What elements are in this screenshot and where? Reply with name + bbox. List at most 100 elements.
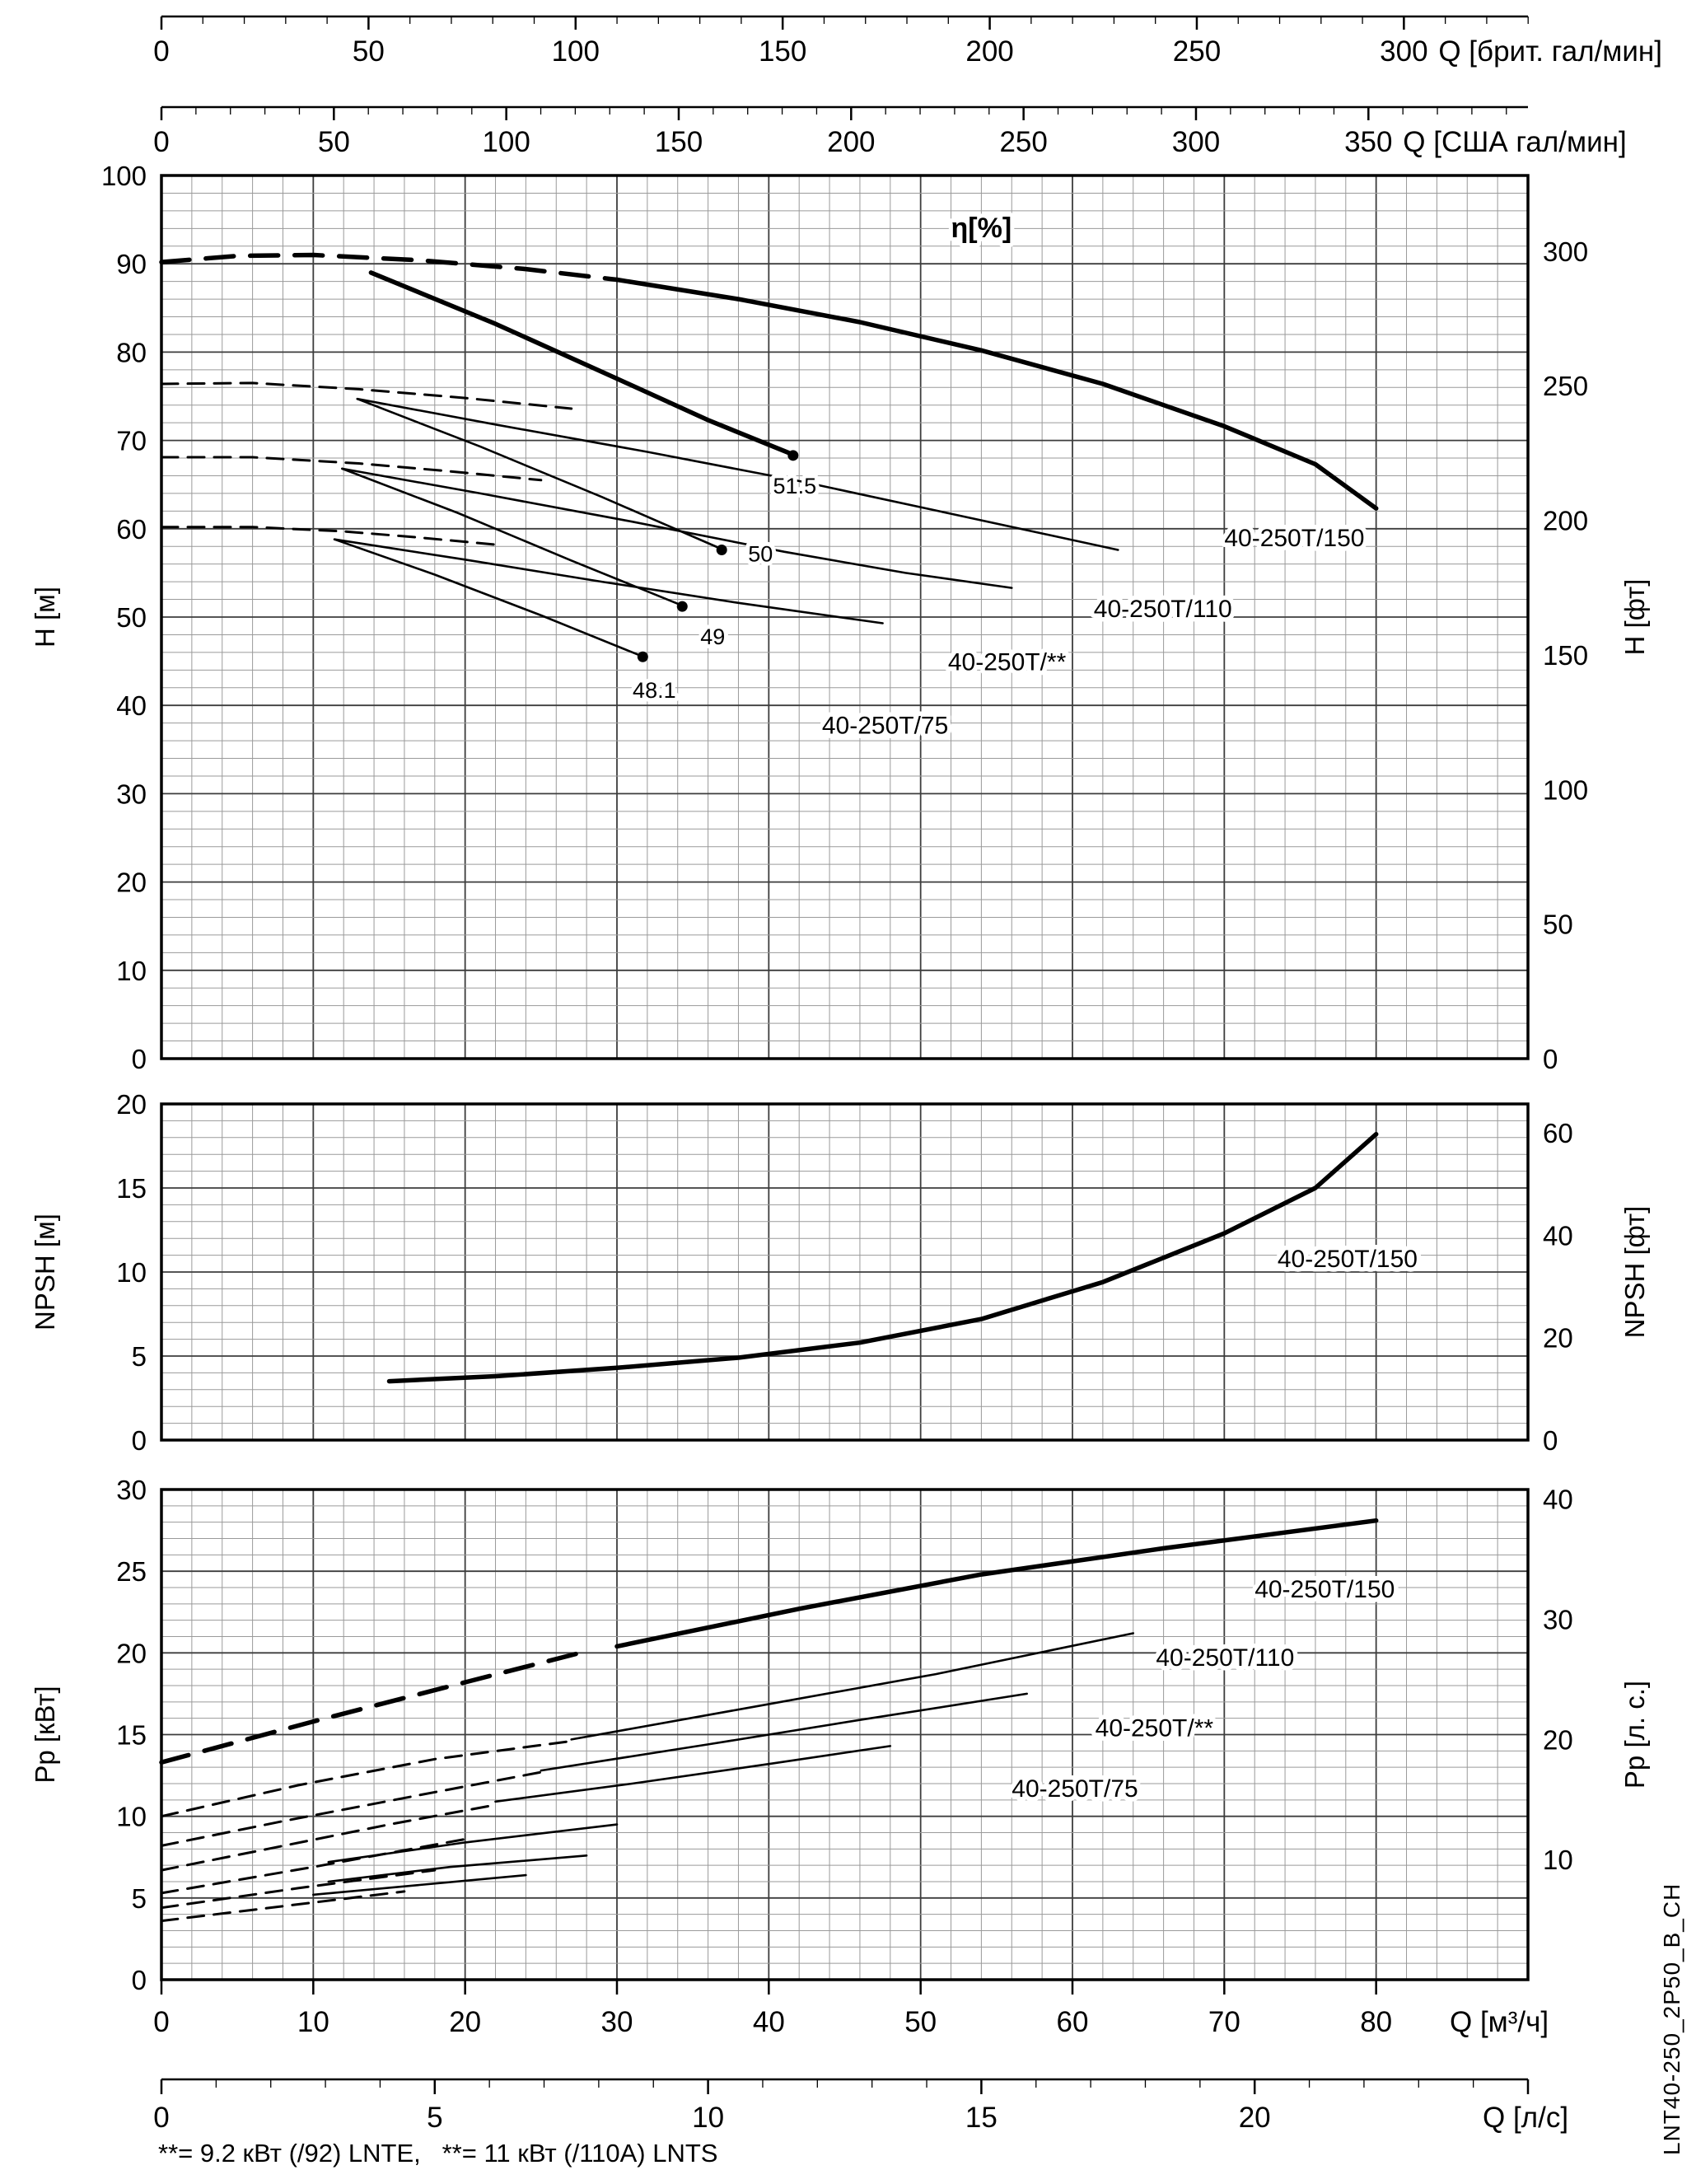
efficiency-value: 48.1 <box>633 678 676 703</box>
x-tick-label-ls: 15 <box>965 2102 998 2134</box>
left-tick-label: 20 <box>116 868 147 898</box>
curve-p75-solid <box>494 1745 892 1803</box>
curve-110-shutoff <box>160 381 573 410</box>
plot-border <box>160 1488 1530 1981</box>
ruler-title: Q [брит. гал/мин] <box>1438 35 1662 68</box>
x-tick-label-m3h: 40 <box>753 2006 785 2038</box>
curve-75-shutoff <box>160 526 497 546</box>
right-tick-label: 20 <box>1543 1724 1573 1755</box>
plot-border <box>160 174 1530 1060</box>
right-tick-label: 0 <box>1543 1044 1558 1074</box>
right-tick-label: 200 <box>1543 506 1588 536</box>
left-tick-label: 30 <box>116 1475 147 1505</box>
curve-label: 40-250T/** <box>948 648 1067 676</box>
x-tick-label-m3h: 80 <box>1360 2006 1392 2038</box>
curve-label: 40-250T/150 <box>1278 1246 1418 1273</box>
x-tick-label-ls: 20 <box>1239 2102 1271 2134</box>
ruler-tick-label: 50 <box>353 35 385 68</box>
left-tick-label: 90 <box>116 249 147 279</box>
left-tick-label: 5 <box>132 1341 147 1372</box>
curve-110-curve <box>356 397 1119 551</box>
curve-star-shutoff <box>160 456 543 482</box>
curve-npsh-150 <box>386 1131 1379 1384</box>
x-tick-label-m3h: 60 <box>1057 2006 1089 2038</box>
curve-pstar-dashed <box>160 1770 543 1847</box>
curve-star-curve <box>341 467 1013 589</box>
bottom-axes: 0 10 20 30 40 50 60 70 80 Q [м³/ч] 0 5 10 15 20 Q [л/с] <box>153 1980 1568 2134</box>
x-tick-label-m3h: 70 <box>1208 2006 1240 2038</box>
right-tick-label: 300 <box>1543 236 1588 267</box>
ruler-tick-label: 200 <box>965 35 1013 68</box>
x-tick-label-m3h: 30 <box>601 2006 633 2038</box>
curve-label: 40-250T/75 <box>822 713 948 740</box>
annotation-eta: η[%] <box>951 213 1012 244</box>
efficiency-value: 50 <box>748 542 773 567</box>
right-tick-label: 150 <box>1543 640 1588 671</box>
curve-150-curve <box>614 277 1379 511</box>
right-tick-label: 100 <box>1543 774 1588 805</box>
curve-star-inner <box>341 467 684 607</box>
x-tick-label-m3h: 0 <box>153 2006 169 2038</box>
ruler-tick-label: 250 <box>1173 35 1221 68</box>
left-tick-label: 10 <box>116 1802 147 1832</box>
efficiency-value: 49 <box>700 624 725 649</box>
curve-p75-dashed <box>160 1803 497 1872</box>
right-tick-label: 40 <box>1543 1220 1573 1251</box>
curve-75-inner <box>333 538 642 657</box>
left-tick-label: 20 <box>116 1638 147 1668</box>
left-tick-label: 15 <box>116 1720 147 1751</box>
efficiency-dot <box>676 601 688 612</box>
left-tick-label: 100 <box>101 161 147 191</box>
x-tick-label-ls: 0 <box>153 2102 169 2134</box>
ruler-tick-label: 150 <box>655 126 703 158</box>
chart-head: 0 10 20 30 40 50 60 70 80 90 100 0 50 100 150 200 250 300… <box>30 161 1650 1074</box>
right-tick-label: 10 <box>1543 1845 1573 1875</box>
y-axis-title-left: NPSH [м] <box>30 1214 60 1331</box>
y-axis-title-left: Pp [кВт] <box>30 1686 60 1783</box>
curve-trim3-solid <box>312 1873 527 1896</box>
curve-trim2-solid <box>327 1854 588 1883</box>
x-tick-label-m3h: 10 <box>297 2006 329 2038</box>
document-code: LNT40-250_2P50_B_CH <box>1659 1882 1684 2155</box>
ruler-tick-label: 300 <box>1172 126 1220 158</box>
curve-bep-trajectory <box>368 270 792 456</box>
x-axis-title-ls: Q [л/с] <box>1483 2102 1568 2134</box>
ruler-tick-label: 150 <box>759 35 806 68</box>
ruler-tick-label: 200 <box>827 126 875 158</box>
left-tick-label: 80 <box>116 337 147 367</box>
ruler-title: Q [США гал/мин] <box>1403 126 1626 158</box>
right-tick-label: 250 <box>1543 371 1588 401</box>
left-tick-label: 0 <box>132 1044 147 1074</box>
curve-label: 40-250T/150 <box>1254 1576 1395 1603</box>
left-tick-label: 5 <box>132 1883 147 1914</box>
plot-border <box>160 1102 1530 1442</box>
y-axis-title-left: H [м] <box>30 587 60 648</box>
curve-p110-solid <box>570 1632 1134 1741</box>
y-axis-title-right: Pp [л. с.] <box>1619 1681 1650 1789</box>
footnote: **= 9.2 кВт (/92) LNTE, **= 11 кВт (/110… <box>158 2139 718 2168</box>
curve-trim3-dashed <box>160 1890 406 1923</box>
left-tick-label: 0 <box>132 1425 147 1456</box>
ruler-tick-label: 300 <box>1380 35 1427 68</box>
curve-110-inner <box>356 397 723 550</box>
curve-label: 40-250T/75 <box>1012 1775 1138 1803</box>
ruler-tick-label: 350 <box>1344 126 1392 158</box>
x-tick-label-ls: 10 <box>692 2102 724 2134</box>
ruler-tick-label: 0 <box>153 126 169 158</box>
right-tick-label: 20 <box>1543 1323 1573 1354</box>
left-tick-label: 25 <box>116 1556 147 1587</box>
y-axis-title-right: H [фт] <box>1619 579 1650 656</box>
left-tick-label: 30 <box>116 779 147 809</box>
left-tick-label: 0 <box>132 1965 147 1995</box>
curve-label: 40-250T/** <box>1096 1714 1214 1742</box>
right-tick-label: 40 <box>1543 1485 1573 1515</box>
curve-p110-dashed <box>160 1739 573 1818</box>
ruler-tick-label: 250 <box>999 126 1047 158</box>
curve-trim1-solid <box>327 1823 619 1864</box>
curve-150-shutoff <box>159 252 619 283</box>
curve-label: 40-250T/110 <box>1156 1644 1294 1672</box>
ruler-tick-label: 0 <box>153 35 169 68</box>
right-tick-label: 60 <box>1543 1118 1573 1148</box>
efficiency-dot <box>787 450 799 461</box>
